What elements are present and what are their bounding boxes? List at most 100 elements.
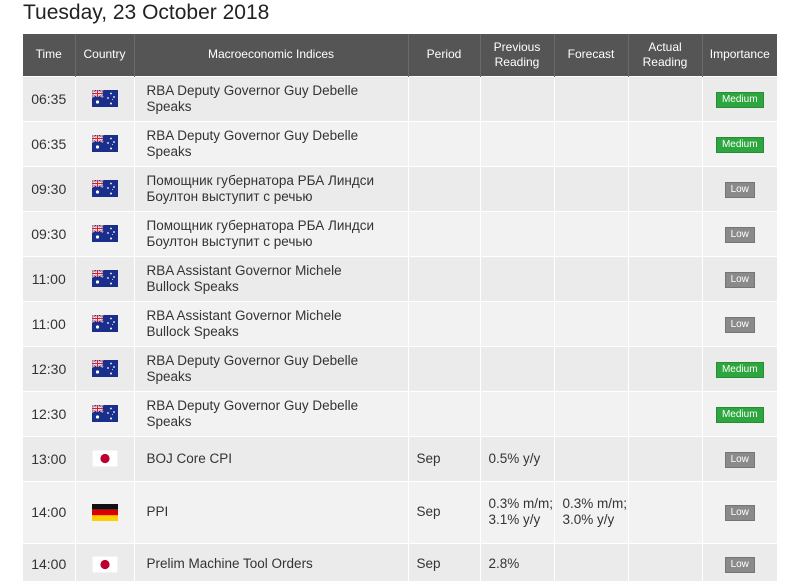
forecast-value: [554, 255, 629, 301]
event-period: Sep: [408, 542, 481, 581]
table-row[interactable]: 09:30 Помощник губернатора РБА Линдси Боу…: [23, 165, 777, 211]
header-actual-line1: Actual: [648, 39, 682, 54]
importance-badge: Low: [724, 226, 755, 243]
table-row[interactable]: 14:00 PPI Sep 0.3% m/m; 3.1% y/y 0.3% m/m…: [23, 480, 777, 543]
event-name-line2: Speaks: [146, 143, 192, 159]
forecast-value: 0.3% m/m; 3.0% y/y: [554, 480, 629, 543]
previous-line1: 0.5% y/y: [488, 450, 541, 466]
event-name-line2: Speaks: [146, 368, 192, 384]
event-name[interactable]: RBA Assistant Governor Michele Bullock Sp…: [134, 255, 409, 301]
importance-cell: Low: [702, 210, 777, 256]
header-period: Period: [408, 34, 481, 76]
event-time: 06:35: [23, 75, 76, 121]
previous-line2: 3.1% y/y: [488, 512, 541, 527]
event-time: 14:00: [23, 480, 76, 543]
event-name[interactable]: BOJ Core CPI: [134, 435, 409, 481]
event-time: 12:30: [23, 390, 76, 436]
event-name-line2: Боултон выступит с речью: [146, 188, 313, 204]
australia-flag-icon: [91, 269, 118, 287]
previous-reading: 0.3% m/m; 3.1% y/y: [480, 480, 555, 543]
event-name[interactable]: RBA Deputy Governor Guy Debelle Speaks: [134, 345, 409, 391]
previous-reading: [480, 75, 555, 121]
table-header-row: Time Country Macroeconomic Indices Perio…: [23, 34, 777, 76]
actual-reading: [628, 255, 703, 301]
importance-badge: Medium: [715, 136, 764, 153]
actual-reading: [628, 345, 703, 391]
table-row[interactable]: 12:30 RBA Deputy Governor Guy Debelle Spe…: [23, 390, 777, 436]
table-row[interactable]: 09:30 Помощник губернатора РБА Линдси Боу…: [23, 210, 777, 256]
importance-cell: Low: [702, 480, 777, 543]
event-name-line2: Bullock Speaks: [146, 278, 239, 294]
importance-cell: Low: [702, 165, 777, 211]
event-time: 06:35: [23, 120, 76, 166]
country-cell: [75, 435, 135, 481]
previous-reading: [480, 210, 555, 256]
australia-flag-icon: [91, 404, 118, 422]
importance-cell: Low: [702, 435, 777, 481]
previous-reading: [480, 165, 555, 211]
event-name-line1: RBA Deputy Governor Guy Debelle: [146, 127, 359, 143]
previous-reading: [480, 345, 555, 391]
event-name[interactable]: RBA Deputy Governor Guy Debelle Speaks: [134, 390, 409, 436]
importance-cell: Medium: [702, 120, 777, 166]
japan-flag-icon: [91, 449, 118, 468]
previous-reading: 0.5% y/y: [480, 435, 555, 481]
table-row[interactable]: 14:00 Prelim Machine Tool Orders Sep 2.8…: [23, 542, 777, 581]
importance-badge: Medium: [715, 361, 764, 378]
event-name[interactable]: PPI: [134, 480, 409, 543]
previous-reading: [480, 255, 555, 301]
importance-badge: Low: [724, 271, 755, 288]
header-actual: Actual Reading: [628, 34, 703, 76]
event-name[interactable]: Помощник губернатора РБА Линдси Боултон в…: [134, 210, 409, 256]
table-row[interactable]: 13:00 BOJ Core CPI Sep 0.5% y/y Low: [23, 435, 777, 481]
event-period: [408, 300, 481, 346]
forecast-value: [554, 75, 629, 121]
importance-badge: Low: [724, 451, 755, 468]
forecast-value: [554, 300, 629, 346]
header-indices: Macroeconomic Indices: [134, 34, 409, 76]
event-time: 13:00: [23, 435, 76, 481]
forecast-value: [554, 120, 629, 166]
event-name[interactable]: Помощник губернатора РБА Линдси Боултон в…: [134, 165, 409, 211]
importance-badge: Medium: [715, 406, 764, 423]
table-row[interactable]: 12:30 RBA Deputy Governor Guy Debelle Spe…: [23, 345, 777, 391]
forecast-value: [554, 390, 629, 436]
previous-reading: [480, 120, 555, 166]
header-importance: Importance: [702, 34, 777, 76]
event-name-line1: RBA Deputy Governor Guy Debelle: [146, 82, 359, 98]
event-name[interactable]: RBA Deputy Governor Guy Debelle Speaks: [134, 75, 409, 121]
previous-reading: [480, 300, 555, 346]
actual-reading: [628, 542, 703, 581]
table-row[interactable]: 11:00 RBA Assistant Governor Michele Bull…: [23, 255, 777, 301]
table-row[interactable]: 06:35 RBA Deputy Governor Guy Debelle Spe…: [23, 120, 777, 166]
event-name[interactable]: RBA Assistant Governor Michele Bullock Sp…: [134, 300, 409, 346]
actual-reading: [628, 75, 703, 121]
table-row[interactable]: 11:00 RBA Assistant Governor Michele Bull…: [23, 300, 777, 346]
forecast-value: [554, 165, 629, 211]
table-body: 06:35 RBA Deputy Governor Guy Debelle Spe…: [23, 75, 777, 581]
event-name-line1: BOJ Core CPI: [146, 450, 233, 466]
header-forecast: Forecast: [554, 34, 629, 76]
importance-cell: Low: [702, 542, 777, 581]
previous-reading: [480, 390, 555, 436]
actual-reading: [628, 210, 703, 256]
event-time: 11:00: [23, 300, 76, 346]
country-cell: [75, 480, 135, 543]
actual-reading: [628, 435, 703, 481]
event-period: [408, 165, 481, 211]
event-name-line2: Speaks: [146, 413, 192, 429]
country-cell: [75, 390, 135, 436]
event-name-line2: Bullock Speaks: [146, 323, 239, 339]
event-name-line1: Prelim Machine Tool Orders: [146, 556, 313, 572]
previous-line1: 0.3% m/m;: [488, 496, 554, 511]
previous-reading: 2.8%: [480, 542, 555, 581]
event-name[interactable]: RBA Deputy Governor Guy Debelle Speaks: [134, 120, 409, 166]
country-cell: [75, 542, 135, 581]
table-row[interactable]: 06:35 RBA Deputy Governor Guy Debelle Spe…: [23, 75, 777, 121]
event-name[interactable]: Prelim Machine Tool Orders: [134, 542, 409, 581]
forecast-line2: 3.0% y/y: [562, 512, 615, 527]
header-previous: Previous Reading: [480, 34, 555, 76]
country-cell: [75, 255, 135, 301]
importance-cell: Medium: [702, 390, 777, 436]
actual-reading: [628, 390, 703, 436]
